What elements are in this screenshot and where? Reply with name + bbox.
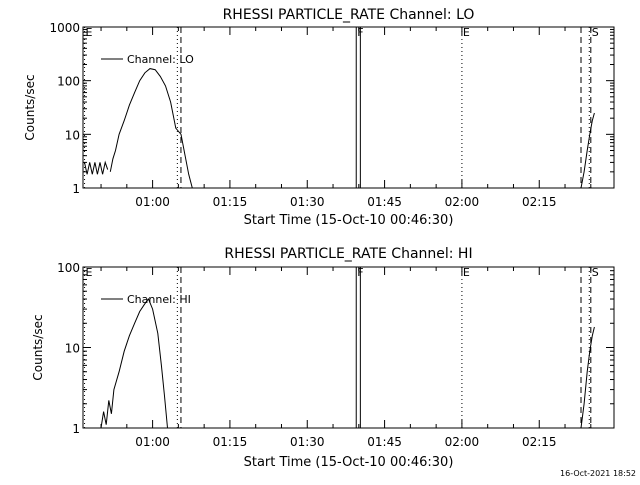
event-marker-label: E [463,266,470,279]
y-tick-label: 1000 [49,21,80,35]
x-tick-label: 01:30 [290,195,325,209]
y-tick-label: 100 [57,75,80,89]
chart-panel-hi: RHESSI PARTICLE_RATE Channel: HI 1 10 100 01… [31,246,615,470]
y-tick-label: 100 [57,261,80,275]
event-marker-label: E [86,266,93,279]
y-tick-label: 10 [65,342,80,356]
x-tick-label: 01:00 [135,195,170,209]
data-series-line [580,112,595,189]
x-tick-label: 02:15 [522,435,557,449]
chart-panel-lo: RHESSI PARTICLE_RATE Channel: LO 1 10 100 10… [23,7,615,228]
event-marker-label: E [86,26,93,39]
plot-frame [82,26,615,189]
x-tick-label: 02:15 [522,195,557,209]
data-series-line [84,160,109,175]
x-tick-label: 02:00 [445,435,480,449]
y-axis-label: Counts/sec [23,74,37,140]
y-axis-label: Counts/sec [31,314,45,380]
y-tick-label: 10 [65,128,80,142]
data-series-line [580,326,595,429]
x-axis-label: Start Time (15-Oct-10 00:46:30) [244,455,454,470]
x-tick-label: 02:00 [445,195,480,209]
x-tick-label: 01:45 [367,195,402,209]
chart-title: RHESSI PARTICLE_RATE Channel: LO [223,7,475,23]
x-tick-label: 01:15 [213,435,248,449]
x-tick-label: 01:45 [367,435,402,449]
event-marker-label: S [592,266,599,279]
chart-title: RHESSI PARTICLE_RATE Channel: HI [224,246,472,262]
event-marker-label: S [592,26,599,39]
x-tick-label: 01:15 [213,195,248,209]
y-tick-label: 1 [72,182,80,196]
event-marker-label: E [463,26,470,39]
legend-label: Channel: LO [127,53,194,66]
x-axis-label: Start Time (15-Oct-10 00:46:30) [244,213,454,228]
data-series-line [109,68,193,189]
legend-label: Channel: HI [127,293,191,306]
x-tick-label: 01:30 [290,435,325,449]
y-tick-label: 1 [72,422,80,436]
timestamp: 16-Oct-2021 18:52 [560,469,636,478]
x-tick-label: 01:00 [135,435,170,449]
data-series-line [100,298,168,429]
